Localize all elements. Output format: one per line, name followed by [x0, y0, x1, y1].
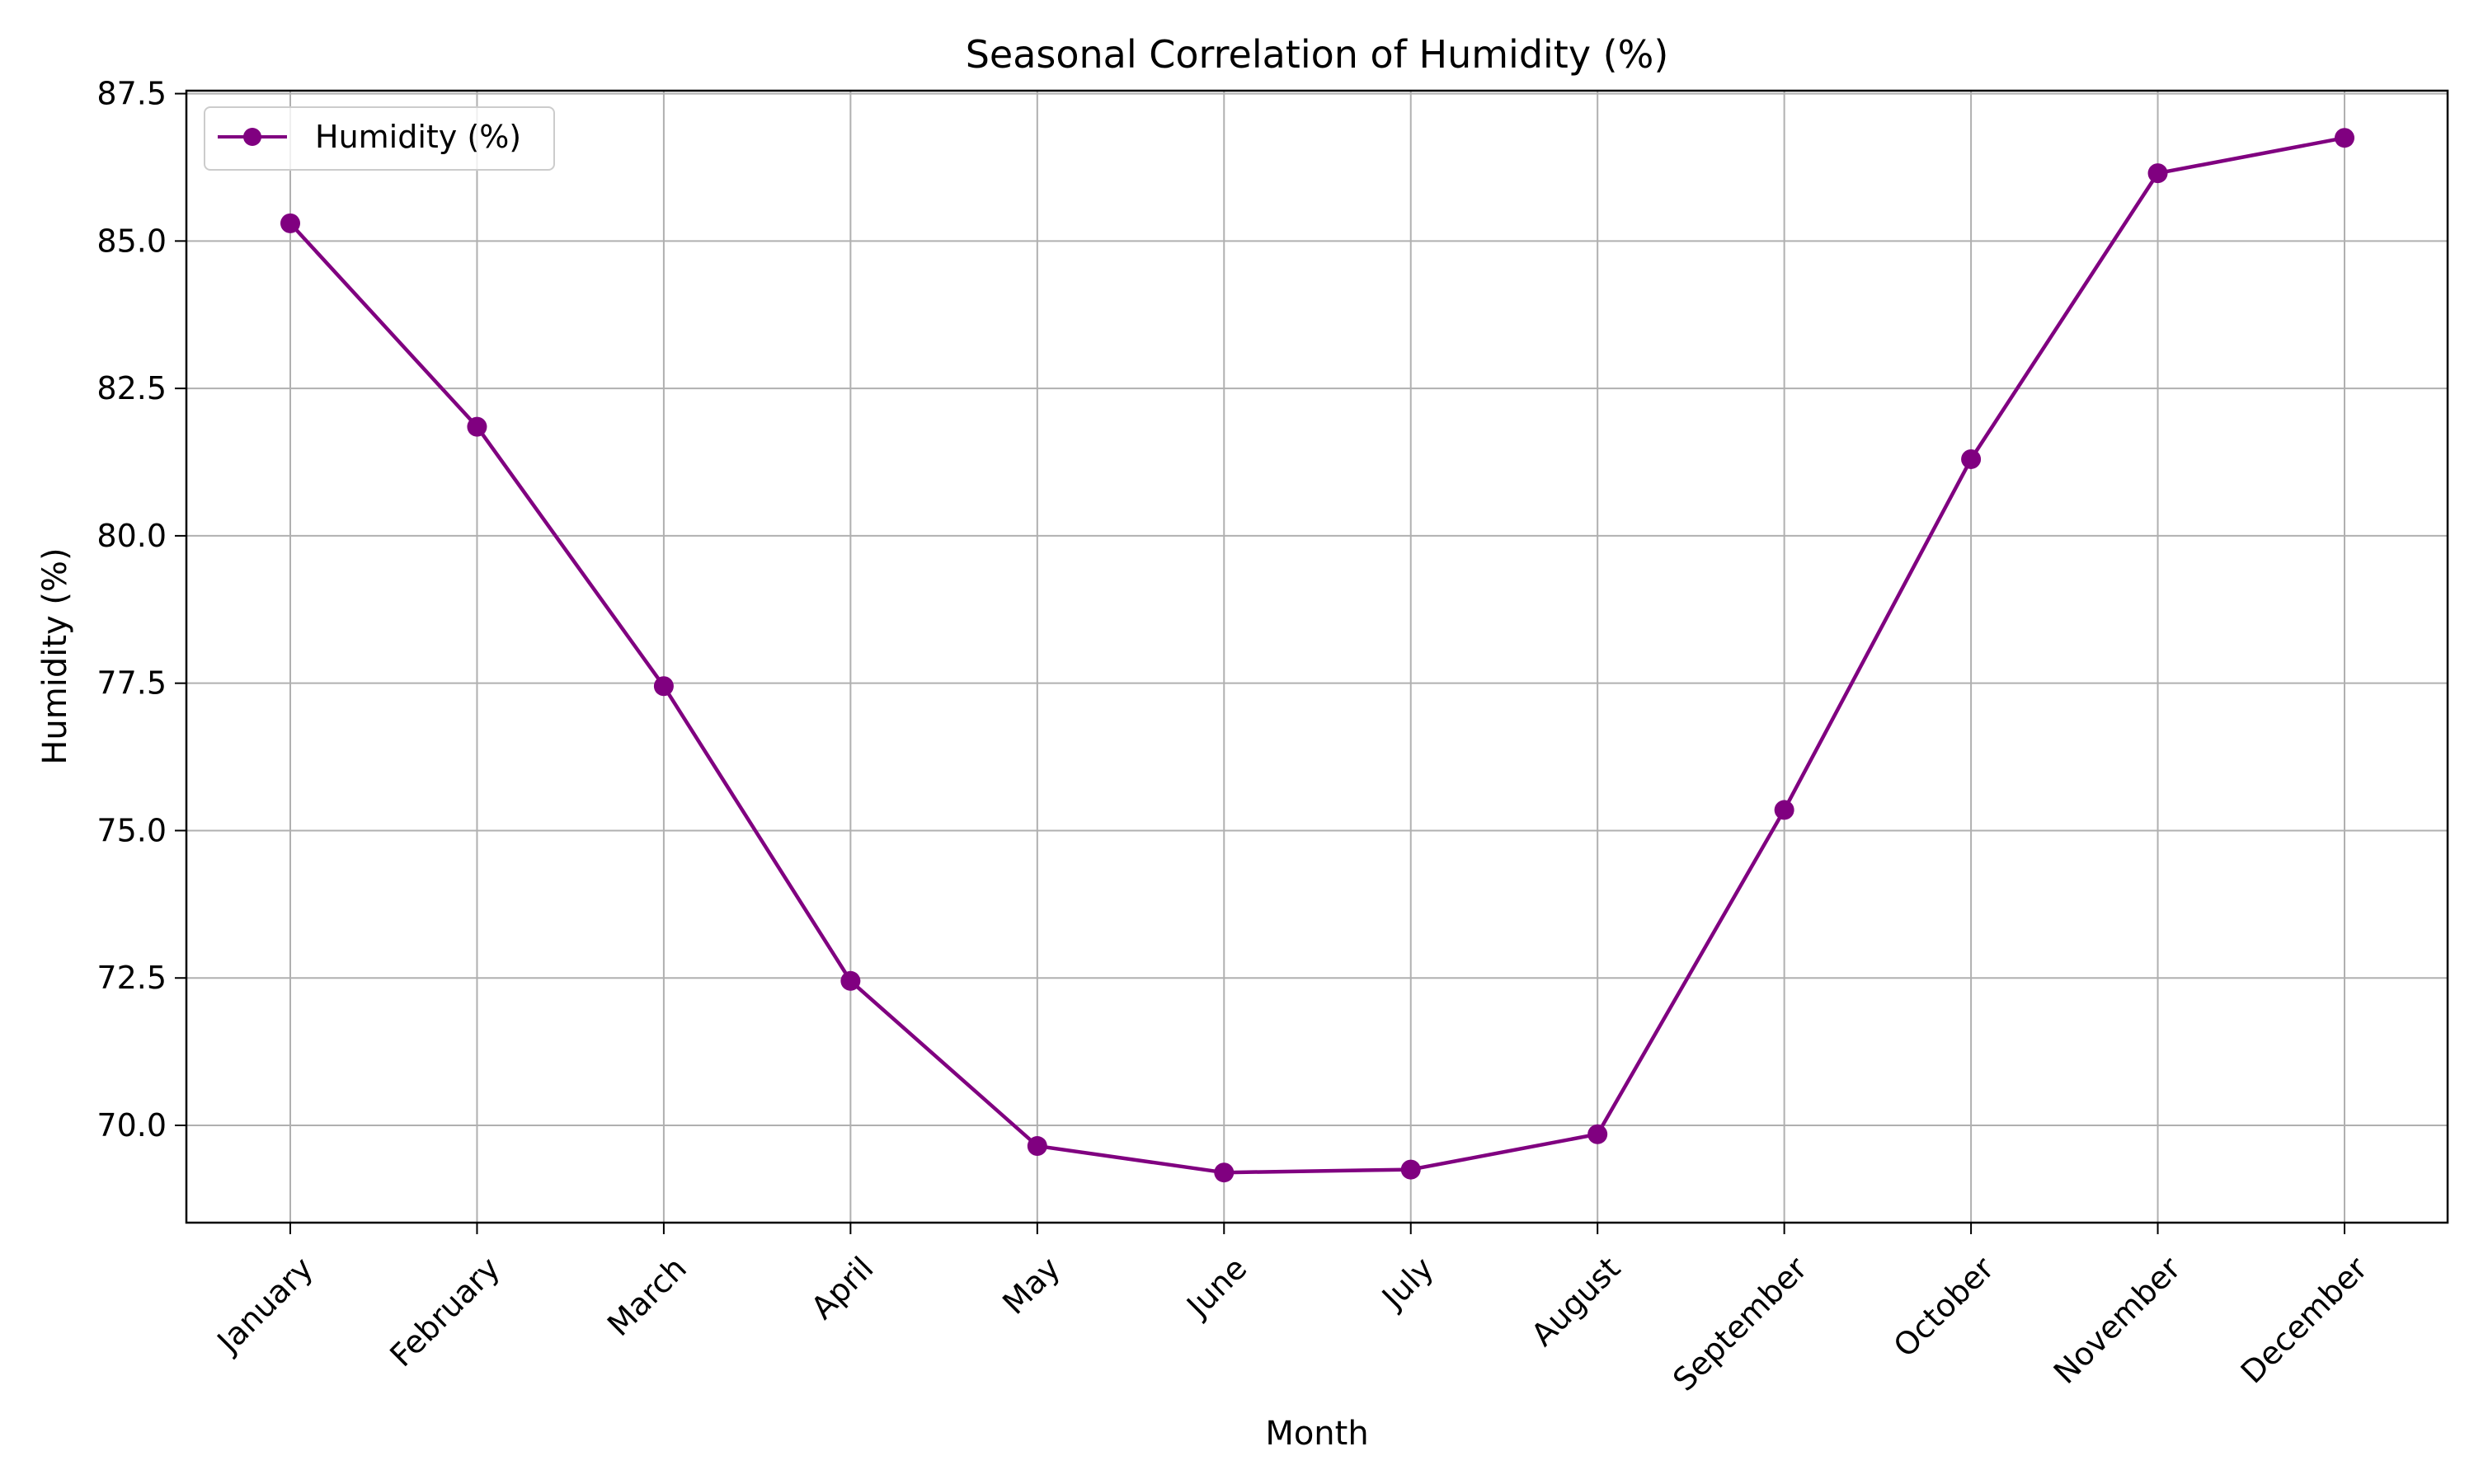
x-tick-label: August	[1524, 1250, 1627, 1353]
y-tick-label: 82.5	[96, 370, 167, 406]
series-line	[289, 135, 2345, 1175]
x-tick-label: May	[995, 1250, 1067, 1322]
y-tick-label: 75.0	[96, 812, 167, 848]
data-point	[2335, 128, 2354, 148]
x-axis-ticks: January February March April May June July Augu…	[209, 1223, 2375, 1398]
legend-label: Humidity (%)	[315, 119, 521, 155]
x-axis-label: Month	[1265, 1415, 1368, 1453]
legend-marker	[243, 128, 261, 146]
x-tick-label: February	[383, 1250, 506, 1374]
data-point	[467, 416, 487, 437]
x-tick-label: July	[1374, 1250, 1441, 1317]
x-tick-label: April	[804, 1250, 881, 1327]
x-tick-label: December	[2234, 1250, 2375, 1391]
data-point	[1774, 800, 1794, 820]
chart-title: Seasonal Correlation of Humidity (%)	[966, 32, 1669, 77]
x-tick-label: November	[2047, 1250, 2188, 1391]
legend-box	[204, 106, 555, 171]
y-axis-ticks: 70.0 72.5 75.0 77.5 80.0 82.5 85.0 87.5	[96, 76, 186, 1144]
y-tick-label: 70.0	[96, 1107, 167, 1144]
plot-area-frame	[185, 89, 2449, 1224]
grid	[186, 91, 2448, 1223]
y-tick-label: 72.5	[96, 960, 167, 996]
series-layer	[280, 128, 2354, 1183]
y-tick-label: 80.0	[96, 518, 167, 554]
data-point	[2147, 163, 2168, 184]
data-point	[1961, 448, 1982, 469]
legend: Humidity (%)	[204, 106, 555, 171]
data-point	[1027, 1136, 1047, 1157]
x-tick-label: October	[1887, 1250, 2001, 1364]
data-point	[840, 970, 861, 991]
x-tick-label: January	[209, 1250, 320, 1360]
x-tick-label: June	[1178, 1250, 1253, 1325]
y-tick-label: 85.0	[96, 223, 167, 259]
x-tick-label: September	[1666, 1250, 1814, 1398]
x-tick-label: March	[600, 1250, 694, 1343]
y-tick-label: 87.5	[96, 76, 167, 112]
y-axis-label: Humidity (%)	[36, 547, 74, 764]
data-point	[1214, 1162, 1235, 1183]
data-point	[1587, 1124, 1608, 1144]
data-point	[280, 213, 300, 233]
data-point	[653, 676, 674, 697]
data-point	[1400, 1159, 1421, 1180]
y-tick-label: 77.5	[96, 665, 167, 702]
